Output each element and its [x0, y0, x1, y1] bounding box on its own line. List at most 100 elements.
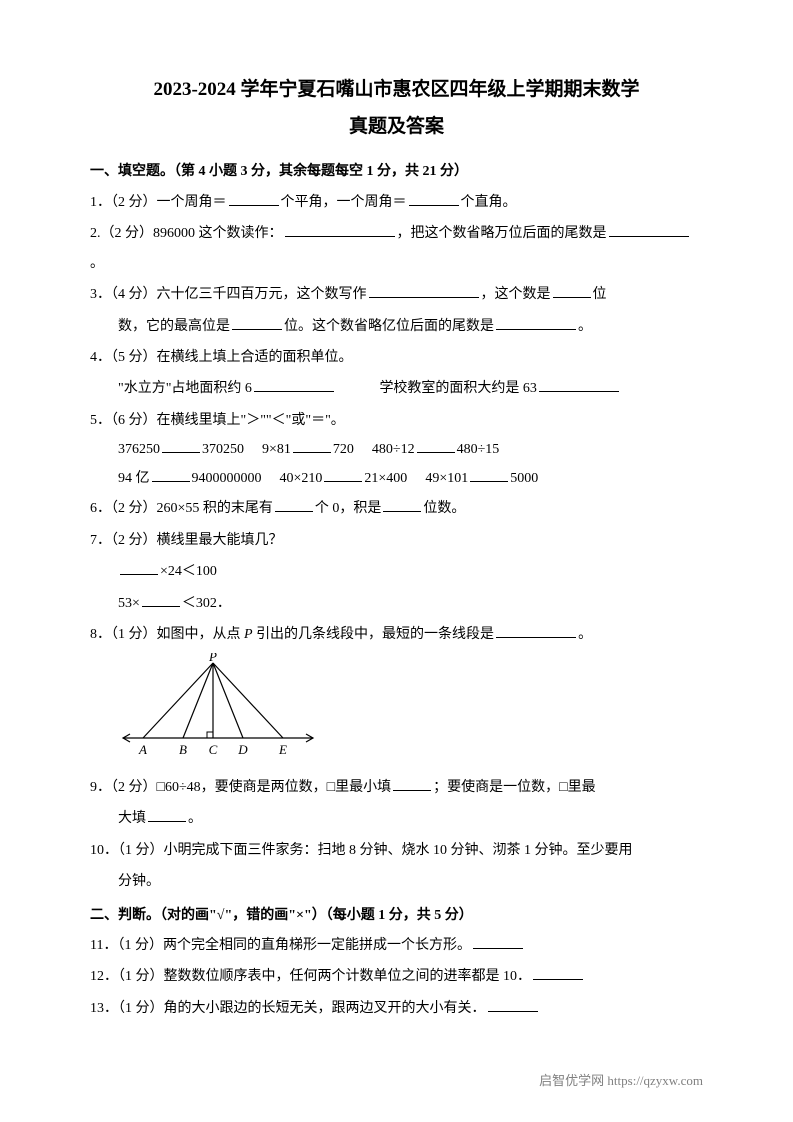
- blank: [142, 591, 180, 607]
- q9-text-2: ；要使商是一位数，□里最: [433, 780, 595, 795]
- q5-r2c1a: 94 亿: [118, 471, 150, 486]
- q3-text-5: 位。这个数省略亿位后面的尾数是: [284, 319, 494, 334]
- blank: [275, 496, 313, 512]
- question-1: 1．（2 分）一个周角＝ 个平角，一个周角＝ 个直角。: [90, 188, 703, 217]
- q2-text-2: ，把这个数省略万位后面的尾数是: [397, 226, 607, 241]
- blank: [488, 996, 538, 1012]
- q12-text: 12．（1 分）整数数位顺序表中，任何两个计数单位之间的进率都是 10．: [90, 969, 531, 984]
- question-5: 5．（6 分）在横线里填上"＞""＜"或"＝"。: [90, 406, 703, 435]
- document-title: 2023-2024 学年宁夏石嘴山市惠农区四年级上学期期末数学: [90, 75, 703, 105]
- geometry-diagram: P A B C D E: [90, 653, 703, 769]
- q1-text-3: 个直角。: [461, 195, 517, 210]
- question-5-row1: 376250 370250 9×81 720 480÷12 480÷15: [90, 437, 703, 464]
- question-10-line2: 分钟。: [90, 867, 703, 896]
- q10-text-2: 分钟。: [118, 874, 160, 889]
- q6-text-3: 位数。: [423, 501, 465, 516]
- blank: [293, 437, 331, 453]
- q8-text-3: 。: [578, 627, 592, 642]
- question-2: 2.（2 分）896000 这个数读作： ，把这个数省略万位后面的尾数是。: [90, 219, 703, 278]
- q2-text-1: 2.（2 分）896000 这个数读作：: [90, 226, 283, 241]
- question-7-line3: 53× ＜302．: [90, 589, 703, 618]
- q5-r1c3b: 480÷15: [457, 442, 500, 457]
- q7-text-3a: 53×: [118, 596, 140, 611]
- blank: [162, 437, 200, 453]
- q5-r1c2a: 9×81: [262, 442, 291, 457]
- q5-r1c3a: 480÷12: [372, 442, 415, 457]
- q5-r1c2b: 720: [333, 442, 354, 457]
- blank: [120, 559, 158, 575]
- q4-text-2: 学校教室的面积大约是 63: [379, 381, 537, 396]
- q3-text-1: 3．（4 分）六十亿三千四百万元，这个数写作: [90, 287, 367, 302]
- question-12: 12．（1 分）整数数位顺序表中，任何两个计数单位之间的进率都是 10．: [90, 962, 703, 991]
- blank: [470, 466, 508, 482]
- q7-text-2: ×24＜100: [160, 564, 217, 579]
- triangle-diagram-svg: P A B C D E: [118, 653, 318, 758]
- q3-text-2: ，这个数是: [481, 287, 551, 302]
- q3-text-6: 。: [578, 319, 592, 334]
- q8-p: P: [244, 627, 253, 642]
- question-7-line2: ×24＜100: [90, 557, 703, 586]
- q8-text-1: 8．（1 分）如图中，从点: [90, 627, 244, 642]
- q5-r2c3b: 5000: [510, 471, 538, 486]
- svg-text:C: C: [209, 742, 218, 757]
- blank: [148, 806, 186, 822]
- svg-text:A: A: [138, 742, 147, 757]
- question-10: 10．（1 分）小明完成下面三件家务：扫地 8 分钟、烧水 10 分钟、沏茶 1…: [90, 836, 703, 865]
- blank: [539, 376, 619, 392]
- section-1-header: 一、填空题。（第 4 小题 3 分，其余每题每空 1 分，共 21 分）: [90, 159, 703, 186]
- question-13: 13．（1 分）角的大小跟边的长短无关，跟两边叉开的大小有关．: [90, 994, 703, 1023]
- question-3-line2: 数，它的最高位是 位。这个数省略亿位后面的尾数是 。: [90, 312, 703, 341]
- q4-text-1: "水立方"占地面积约 6: [118, 381, 252, 396]
- q1-text-2: 个平角，一个周角＝: [281, 195, 407, 210]
- question-6: 6．（2 分）260×55 积的末尾有 个 0，积是 位数。: [90, 494, 703, 523]
- blank: [393, 775, 431, 791]
- blank: [409, 190, 459, 206]
- q3-text-3: 位: [593, 287, 607, 302]
- question-9-line2: 大填 。: [90, 804, 703, 833]
- blank: [152, 466, 190, 482]
- blank: [553, 282, 591, 298]
- blank: [285, 221, 395, 237]
- q9-text-1: 9．（2 分）□60÷48，要使商是两位数，□里最小填: [90, 780, 391, 795]
- blank: [383, 496, 421, 512]
- q13-text: 13．（1 分）角的大小跟边的长短无关，跟两边叉开的大小有关．: [90, 1001, 486, 1016]
- blank: [232, 314, 282, 330]
- svg-text:P: P: [208, 653, 217, 664]
- footer-text: 启智优学网 https://qzyxw.com: [539, 1069, 703, 1094]
- question-9: 9．（2 分）□60÷48，要使商是两位数，□里最小填 ；要使商是一位数，□里最: [90, 773, 703, 802]
- blank: [496, 314, 576, 330]
- q5-r2c2a: 40×210: [280, 471, 323, 486]
- q5-r2c1b: 9400000000: [192, 471, 262, 486]
- blank: [609, 221, 689, 237]
- blank: [496, 622, 576, 638]
- question-11: 11．（1 分）两个完全相同的直角梯形一定能拼成一个长方形。: [90, 931, 703, 960]
- q5-r1c1b: 370250: [202, 442, 244, 457]
- section-2-header: 二、判断。（对的画"√"，错的画"×"）（每小题 1 分，共 5 分）: [90, 903, 703, 930]
- blank: [533, 964, 583, 980]
- q9-text-4: 。: [188, 811, 202, 826]
- svg-text:B: B: [179, 742, 187, 757]
- blank: [229, 190, 279, 206]
- blank: [473, 933, 523, 949]
- q6-text-1: 6．（2 分）260×55 积的末尾有: [90, 501, 273, 516]
- q5-r1c1a: 376250: [118, 442, 160, 457]
- question-7: 7．（2 分）横线里最大能填几？: [90, 526, 703, 555]
- q11-text: 11．（1 分）两个完全相同的直角梯形一定能拼成一个长方形。: [90, 938, 471, 953]
- q8-text-2: 引出的几条线段中，最短的一条线段是: [253, 627, 495, 642]
- q2-text-3: 。: [90, 256, 104, 271]
- q7-text-3b: ＜302．: [182, 596, 231, 611]
- q9-text-3: 大填: [118, 811, 146, 826]
- q1-text-1: 1．（2 分）一个周角＝: [90, 195, 227, 210]
- question-3: 3．（4 分）六十亿三千四百万元，这个数写作 ，这个数是 位: [90, 280, 703, 309]
- blank: [417, 437, 455, 453]
- blank: [369, 282, 479, 298]
- q5-r2c3a: 49×101: [425, 471, 468, 486]
- svg-text:E: E: [278, 742, 287, 757]
- question-8: 8．（1 分）如图中，从点 P 引出的几条线段中，最短的一条线段是 。: [90, 620, 703, 649]
- svg-text:D: D: [237, 742, 248, 757]
- q6-text-2: 个 0，积是: [315, 501, 382, 516]
- question-4-line2: "水立方"占地面积约 6 学校教室的面积大约是 63: [90, 374, 703, 403]
- blank: [254, 376, 334, 392]
- q3-text-4: 数，它的最高位是: [118, 319, 230, 334]
- question-5-row2: 94 亿9400000000 40×21021×400 49×1015000: [90, 466, 703, 493]
